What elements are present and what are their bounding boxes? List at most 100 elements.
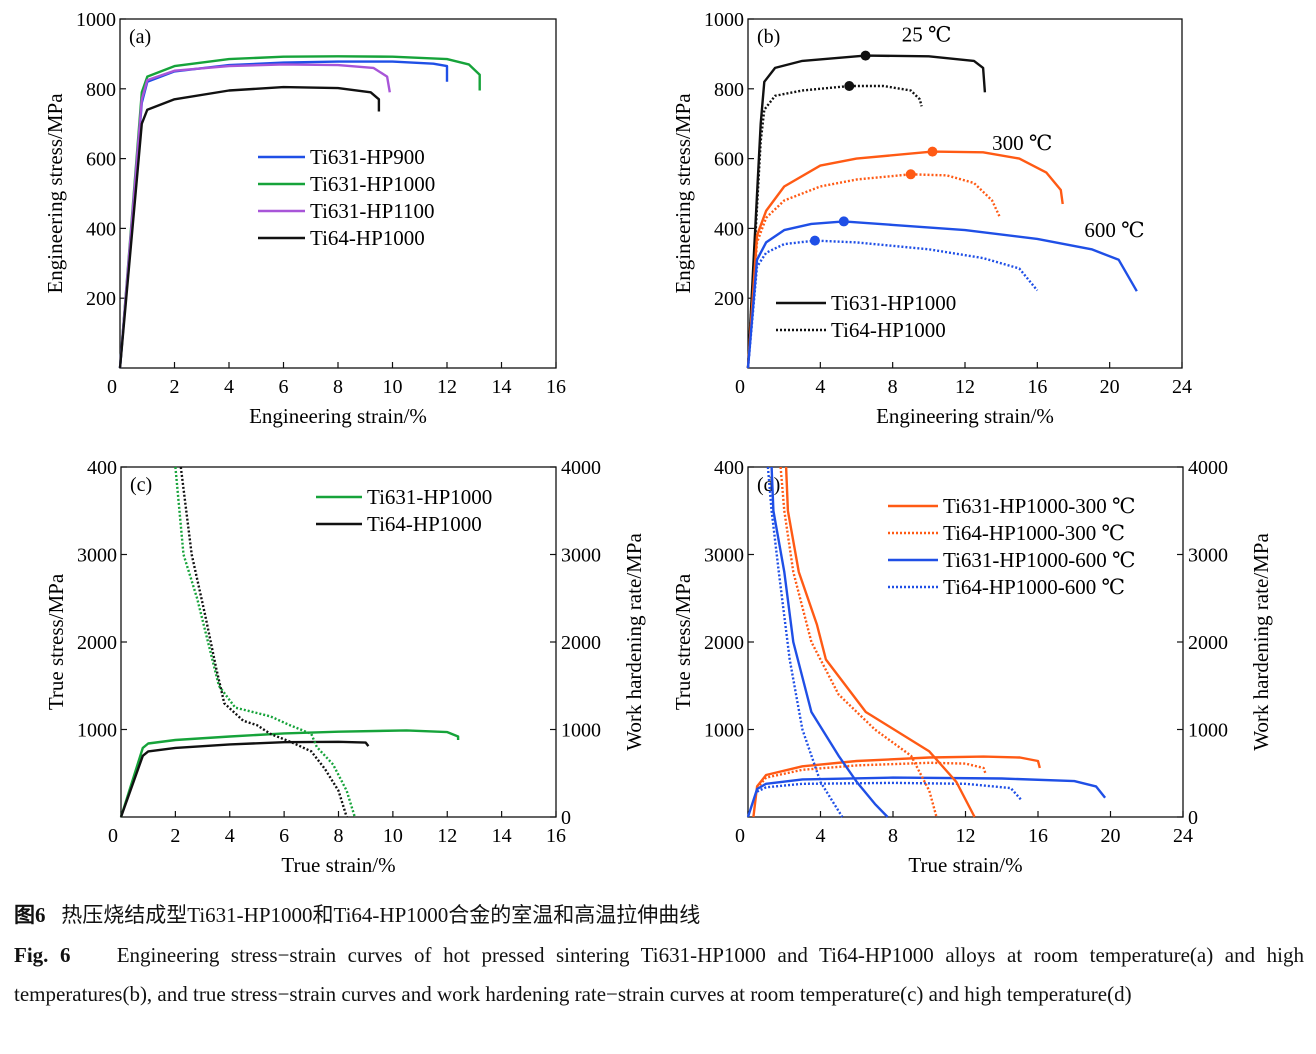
panel-label: (b) xyxy=(757,26,780,48)
y-tick-label: 200 xyxy=(714,288,744,310)
x-tick-label: 6 xyxy=(279,376,289,398)
legend-label: Ti631-HP1000 xyxy=(310,172,435,196)
y-tick-label: 200 xyxy=(86,288,116,310)
chart-panel-b: 0 4 8 12 16 20 24 200 400 600 800 1000 Engineering s… xyxy=(671,9,1192,428)
panel-label: (a) xyxy=(129,26,151,48)
series-line xyxy=(118,63,391,369)
x-axis-label: True strain/% xyxy=(281,853,395,877)
y-tick-label: 600 xyxy=(714,149,744,171)
x-tick-label: 8 xyxy=(334,825,344,847)
series-line xyxy=(746,150,1064,369)
series-line xyxy=(766,466,844,818)
x-tick-label: 16 xyxy=(546,376,566,398)
y-tick-label: 1000 xyxy=(76,9,116,31)
caption-cn-label: 图6 xyxy=(14,903,46,927)
y2-tick-label: 3000 xyxy=(561,545,601,567)
y-tick-label: 400 xyxy=(86,218,116,240)
x-tick-label: 8 xyxy=(333,376,343,398)
x-axis-label: Engineering strain/% xyxy=(249,404,427,428)
x-tick-label: 0 xyxy=(108,825,118,847)
series-line xyxy=(746,173,1001,369)
y-axis-label: Engineering stress/MPa xyxy=(43,93,67,294)
y2-tick-label: 0 xyxy=(1188,807,1198,829)
y2-tick-label: 4000 xyxy=(561,457,601,479)
x-tick-label: 24 xyxy=(1173,825,1193,847)
series-line xyxy=(752,755,1041,818)
legend-label: Ti64-HP1000-600 ℃ xyxy=(943,575,1125,599)
legend-label: Ti64-HP1000-300 ℃ xyxy=(943,521,1125,545)
y2-tick-label: 4000 xyxy=(1188,457,1228,479)
legend-label: Ti64-HP1000 xyxy=(310,226,425,250)
series-line xyxy=(119,740,370,818)
legend-label: Ti631-HP1000 xyxy=(367,485,492,509)
x-tick-label: 8 xyxy=(888,376,898,398)
caption-english: Fig. 6 Engineering stress−strain curves … xyxy=(14,936,1304,1014)
x-tick-label: 20 xyxy=(1100,376,1120,398)
series-line xyxy=(756,761,987,789)
chart-panel-d: 0 4 8 12 16 20 2410002000300040001000200030004… xyxy=(671,457,1273,877)
peak-marker xyxy=(905,169,916,180)
x-tick-label: 4 xyxy=(815,376,825,398)
x-tick-label: 10 xyxy=(383,825,403,847)
x-tick-label: 0 xyxy=(735,376,745,398)
x-tick-label: 4 xyxy=(224,376,234,398)
temperature-annotation: 300 ℃ xyxy=(992,131,1052,155)
y-tick-label: 2000 xyxy=(704,632,744,654)
legend-label: Ti631-HP1000 xyxy=(831,291,956,315)
x-tick-label: 12 xyxy=(437,825,457,847)
x-tick-label: 14 xyxy=(492,825,512,847)
chart-panel-c: 0 2 4 6 8 10 12 14 16100020003000400010002000300… xyxy=(44,457,646,877)
series-line xyxy=(119,729,460,818)
x-tick-label: 4 xyxy=(225,825,235,847)
x-tick-label: 14 xyxy=(492,376,512,398)
panel-label: (c) xyxy=(130,474,152,496)
y-axis-label: True stress/MPa xyxy=(671,573,695,710)
y-tick-label: 1000 xyxy=(77,720,117,742)
legend-label: Ti631-HP1000-300 ℃ xyxy=(943,494,1136,518)
x-tick-label: 4 xyxy=(816,825,826,847)
caption-cn-text: 热压烧结成型Ti631-HP1000和Ti64-HP1000合金的室温和高温拉伸… xyxy=(61,903,701,927)
y2-tick-label: 1000 xyxy=(561,720,601,742)
series-line xyxy=(118,85,381,369)
peak-marker xyxy=(844,81,855,92)
peak-marker xyxy=(838,216,849,227)
x-tick-label: 20 xyxy=(1101,825,1121,847)
y2-axis-label: Work hardening rate/MPa xyxy=(622,533,646,751)
y2-tick-label: 2000 xyxy=(561,632,601,654)
y-tick-label: 3000 xyxy=(704,545,744,567)
peak-marker xyxy=(809,235,820,246)
caption-en-text: Engineering stress−strain curves of hot … xyxy=(14,943,1305,1006)
series-line xyxy=(118,55,481,369)
x-tick-label: 24 xyxy=(1172,376,1192,398)
y-tick-label: 800 xyxy=(86,79,116,101)
y-tick-label: 600 xyxy=(86,149,116,171)
legend-label: Ti631-HP900 xyxy=(310,145,425,169)
x-tick-label: 2 xyxy=(170,376,180,398)
series-line xyxy=(770,466,889,818)
x-axis-label: Engineering strain/% xyxy=(876,404,1054,428)
legend-label: Ti64-HP1000 xyxy=(831,318,946,342)
y2-tick-label: 2000 xyxy=(1188,632,1228,654)
y2-tick-label: 1000 xyxy=(1188,720,1228,742)
series-line xyxy=(746,54,987,369)
series-line xyxy=(746,239,1039,369)
x-tick-label: 12 xyxy=(956,825,976,847)
x-axis-label: True strain/% xyxy=(908,853,1022,877)
y-axis-label: True stress/MPa xyxy=(44,573,68,710)
x-tick-label: 8 xyxy=(888,825,898,847)
y-tick-label: 2000 xyxy=(77,632,117,654)
figure: 0 2 4 6 8 10 12 14 162004006008001000Engineering… xyxy=(43,9,1273,877)
peak-marker xyxy=(927,146,938,157)
series-line xyxy=(756,781,1023,802)
temperature-annotation: 25 ℃ xyxy=(902,23,952,47)
series-line xyxy=(174,466,356,818)
temperature-annotation: 600 ℃ xyxy=(1084,218,1144,242)
y-tick-label: 1000 xyxy=(704,9,744,31)
y-tick-label: 1000 xyxy=(704,720,744,742)
y2-tick-label: 3000 xyxy=(1188,545,1228,567)
x-tick-label: 6 xyxy=(279,825,289,847)
y-tick-label: 800 xyxy=(714,79,744,101)
panel-label: (d) xyxy=(757,474,780,496)
y-tick-label: 3000 xyxy=(77,545,117,567)
x-tick-label: 16 xyxy=(1028,825,1048,847)
